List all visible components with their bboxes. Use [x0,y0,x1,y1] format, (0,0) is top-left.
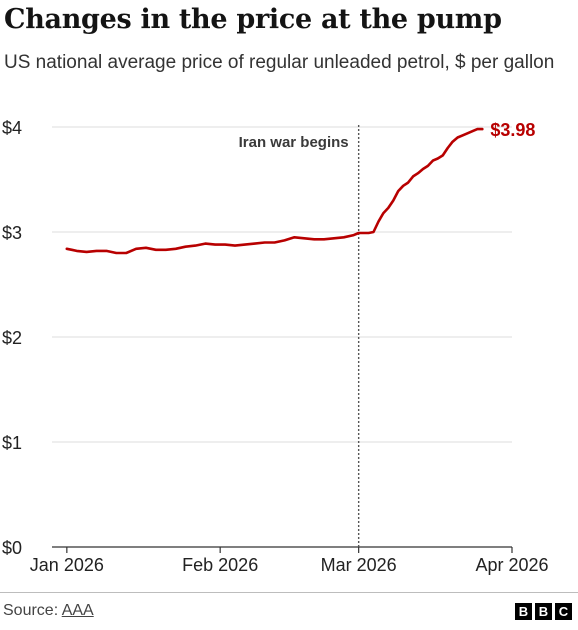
source-note: Source: AAA [3,602,94,620]
price-line [65,127,484,255]
x-tick-label: Apr 2026 [475,555,548,575]
chart-subtitle: US national average price of regular unl… [4,52,555,73]
y-tick-label: $4 [2,118,22,138]
end-value-label: $3.98 [490,120,535,140]
event-marker-label: Iran war begins [239,134,349,151]
bbc-logo-letter: B [535,603,552,620]
bbc-logo-letter: B [515,603,532,620]
y-tick-label: $2 [2,328,22,348]
x-tick-label: Mar 2026 [321,555,397,575]
y-tick-label: $3 [2,223,22,243]
chart-title: Changes in the price at the pump [4,4,502,35]
line-chart: $0 $1 $2 $3 $4 Jan 2026 Feb 2026 Mar 2026 Apr 20… [2,118,549,575]
source-label: Source: [3,602,59,619]
y-tick-label: $1 [2,433,22,453]
bbc-logo: B B C [515,603,572,620]
x-tick-label: Feb 2026 [182,555,258,575]
source-link[interactable]: AAA [61,602,94,619]
footer-divider [0,592,578,593]
bbc-logo-letter: C [555,603,572,620]
x-tick-label: Jan 2026 [30,555,104,575]
y-tick-label: $0 [2,538,22,558]
